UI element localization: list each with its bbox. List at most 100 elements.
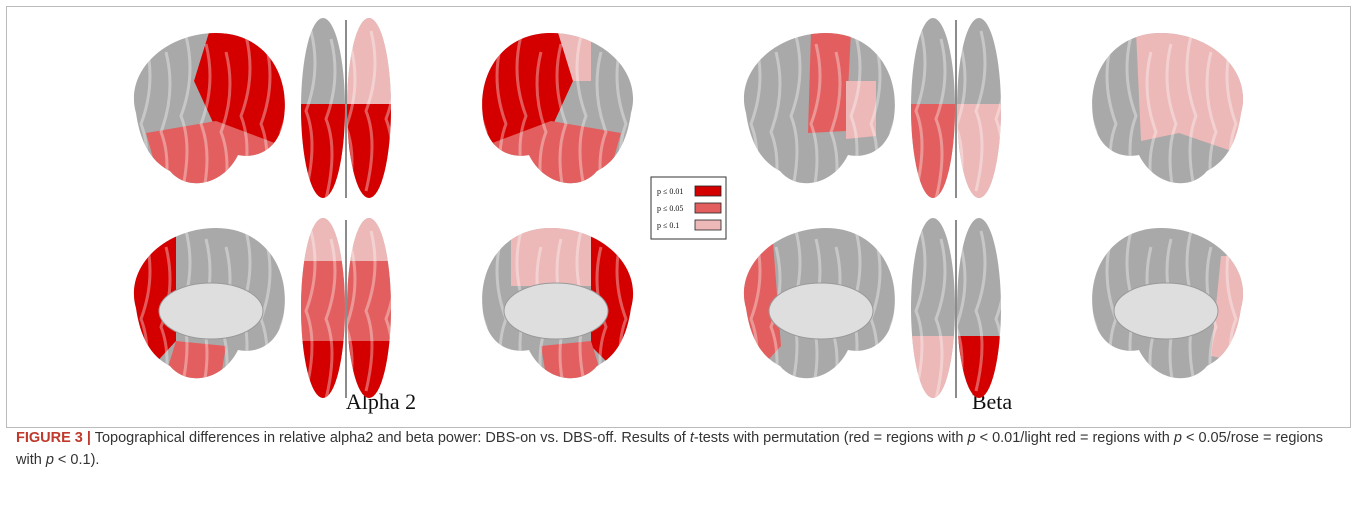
gyrus xyxy=(974,230,987,392)
corpus-callosum xyxy=(768,282,874,340)
gyrus xyxy=(889,246,895,379)
brain-view xyxy=(743,228,895,379)
brain-view xyxy=(301,18,455,207)
region xyxy=(1136,33,1244,161)
gyrus xyxy=(1185,35,1198,184)
gyrus xyxy=(159,246,172,379)
gyrus xyxy=(1036,31,1045,191)
region xyxy=(956,104,1001,198)
gyrus xyxy=(324,38,337,198)
gyrus xyxy=(482,246,488,379)
gyrus xyxy=(1165,43,1178,184)
gyrus xyxy=(535,51,548,184)
brain-view xyxy=(911,218,1085,407)
caption-text: -tests with permutation (red = regions w… xyxy=(693,430,968,446)
region xyxy=(846,81,876,139)
legend-swatch xyxy=(694,219,722,231)
brain-surface xyxy=(482,33,646,196)
caption-label: FIGURE 3 | xyxy=(16,430,91,446)
brain-surface xyxy=(121,33,285,196)
gyrus xyxy=(769,246,782,379)
gyrus xyxy=(466,247,475,407)
caption: FIGURE 3 | Topographical differences in … xyxy=(16,427,1336,471)
gyrus xyxy=(304,230,317,392)
region xyxy=(133,228,176,379)
brain-view xyxy=(133,228,285,379)
brain-surface xyxy=(301,218,475,407)
gyrus xyxy=(789,35,802,184)
gyrus xyxy=(279,246,285,379)
gyrus xyxy=(934,238,947,398)
gyrus xyxy=(426,31,435,191)
gyrus xyxy=(159,51,172,184)
gyrus xyxy=(364,30,377,192)
corpus-callosum xyxy=(503,282,609,340)
gyrus xyxy=(1016,47,1025,207)
gyrus xyxy=(1016,247,1025,407)
legend: p ≤ 0.01 p ≤ 0.05 p ≤ 0.1 xyxy=(650,176,727,240)
corpus-callosum xyxy=(1113,282,1219,340)
figure: Alpha 2 Beta p ≤ 0.01 p ≤ 0.05 p ≤ 0.1 xyxy=(6,6,1351,428)
gyrus xyxy=(1076,247,1085,407)
brain-view xyxy=(1092,33,1256,196)
brain-surface xyxy=(743,33,895,184)
gyrus xyxy=(199,43,212,184)
panel-label: Alpha 2 xyxy=(346,389,416,414)
caption-text: < 0.05/rose = regions with xyxy=(16,430,1324,468)
legend-swatch xyxy=(694,202,722,214)
gyrus xyxy=(829,51,842,184)
gyrus xyxy=(121,36,130,196)
gyrus xyxy=(364,230,377,392)
gyrus xyxy=(219,51,232,184)
brain-view xyxy=(482,33,646,196)
gyrus xyxy=(406,247,415,407)
gyrus xyxy=(637,36,646,196)
caption-text: Topographical differences in relative al… xyxy=(90,430,690,446)
brain-view xyxy=(911,18,1065,207)
gyrus xyxy=(304,30,317,192)
gyrus xyxy=(994,238,1001,398)
gyrus xyxy=(406,47,415,207)
gyrus xyxy=(1092,51,1098,184)
gyrus xyxy=(1056,239,1065,399)
brain-surface xyxy=(911,218,1085,407)
gyrus xyxy=(279,51,285,184)
region xyxy=(511,228,591,286)
region xyxy=(156,341,226,379)
gyrus xyxy=(1092,246,1098,379)
brain-surface xyxy=(301,18,455,207)
gyrus xyxy=(1205,246,1218,379)
gyrus xyxy=(1036,231,1045,391)
brain-view xyxy=(482,228,646,391)
gyrus xyxy=(482,51,488,184)
gyrus xyxy=(426,231,435,391)
brain-view xyxy=(121,33,285,196)
gyrus xyxy=(1056,39,1065,199)
region xyxy=(911,336,956,398)
caption-text: t xyxy=(689,430,694,446)
brain-surface xyxy=(1092,33,1256,196)
figure-art: Alpha 2 Beta p ≤ 0.01p ≤ 0.05p ≤ 0.1 xyxy=(121,18,1256,414)
gyrus xyxy=(914,230,927,392)
gyrus xyxy=(324,238,337,398)
corpus-callosum xyxy=(158,282,264,340)
gyrus xyxy=(384,38,391,198)
gyrus xyxy=(809,43,822,184)
region xyxy=(808,33,851,133)
gyrus xyxy=(1145,51,1158,184)
region xyxy=(541,341,611,379)
caption-text: p xyxy=(967,430,976,446)
caption-text: < 0.1). xyxy=(53,452,100,468)
gyrus xyxy=(637,231,646,391)
caption-text: < 0.01/light red = regions with xyxy=(975,430,1174,446)
gyrus xyxy=(595,246,608,379)
gyrus xyxy=(179,35,192,184)
gyrus xyxy=(575,35,588,184)
gyrus xyxy=(1247,231,1256,391)
gyrus xyxy=(446,39,455,199)
gyrus xyxy=(889,51,895,184)
legend-label: p ≤ 0.01 xyxy=(657,187,683,196)
gyrus xyxy=(1247,36,1256,196)
gyrus xyxy=(555,43,568,184)
